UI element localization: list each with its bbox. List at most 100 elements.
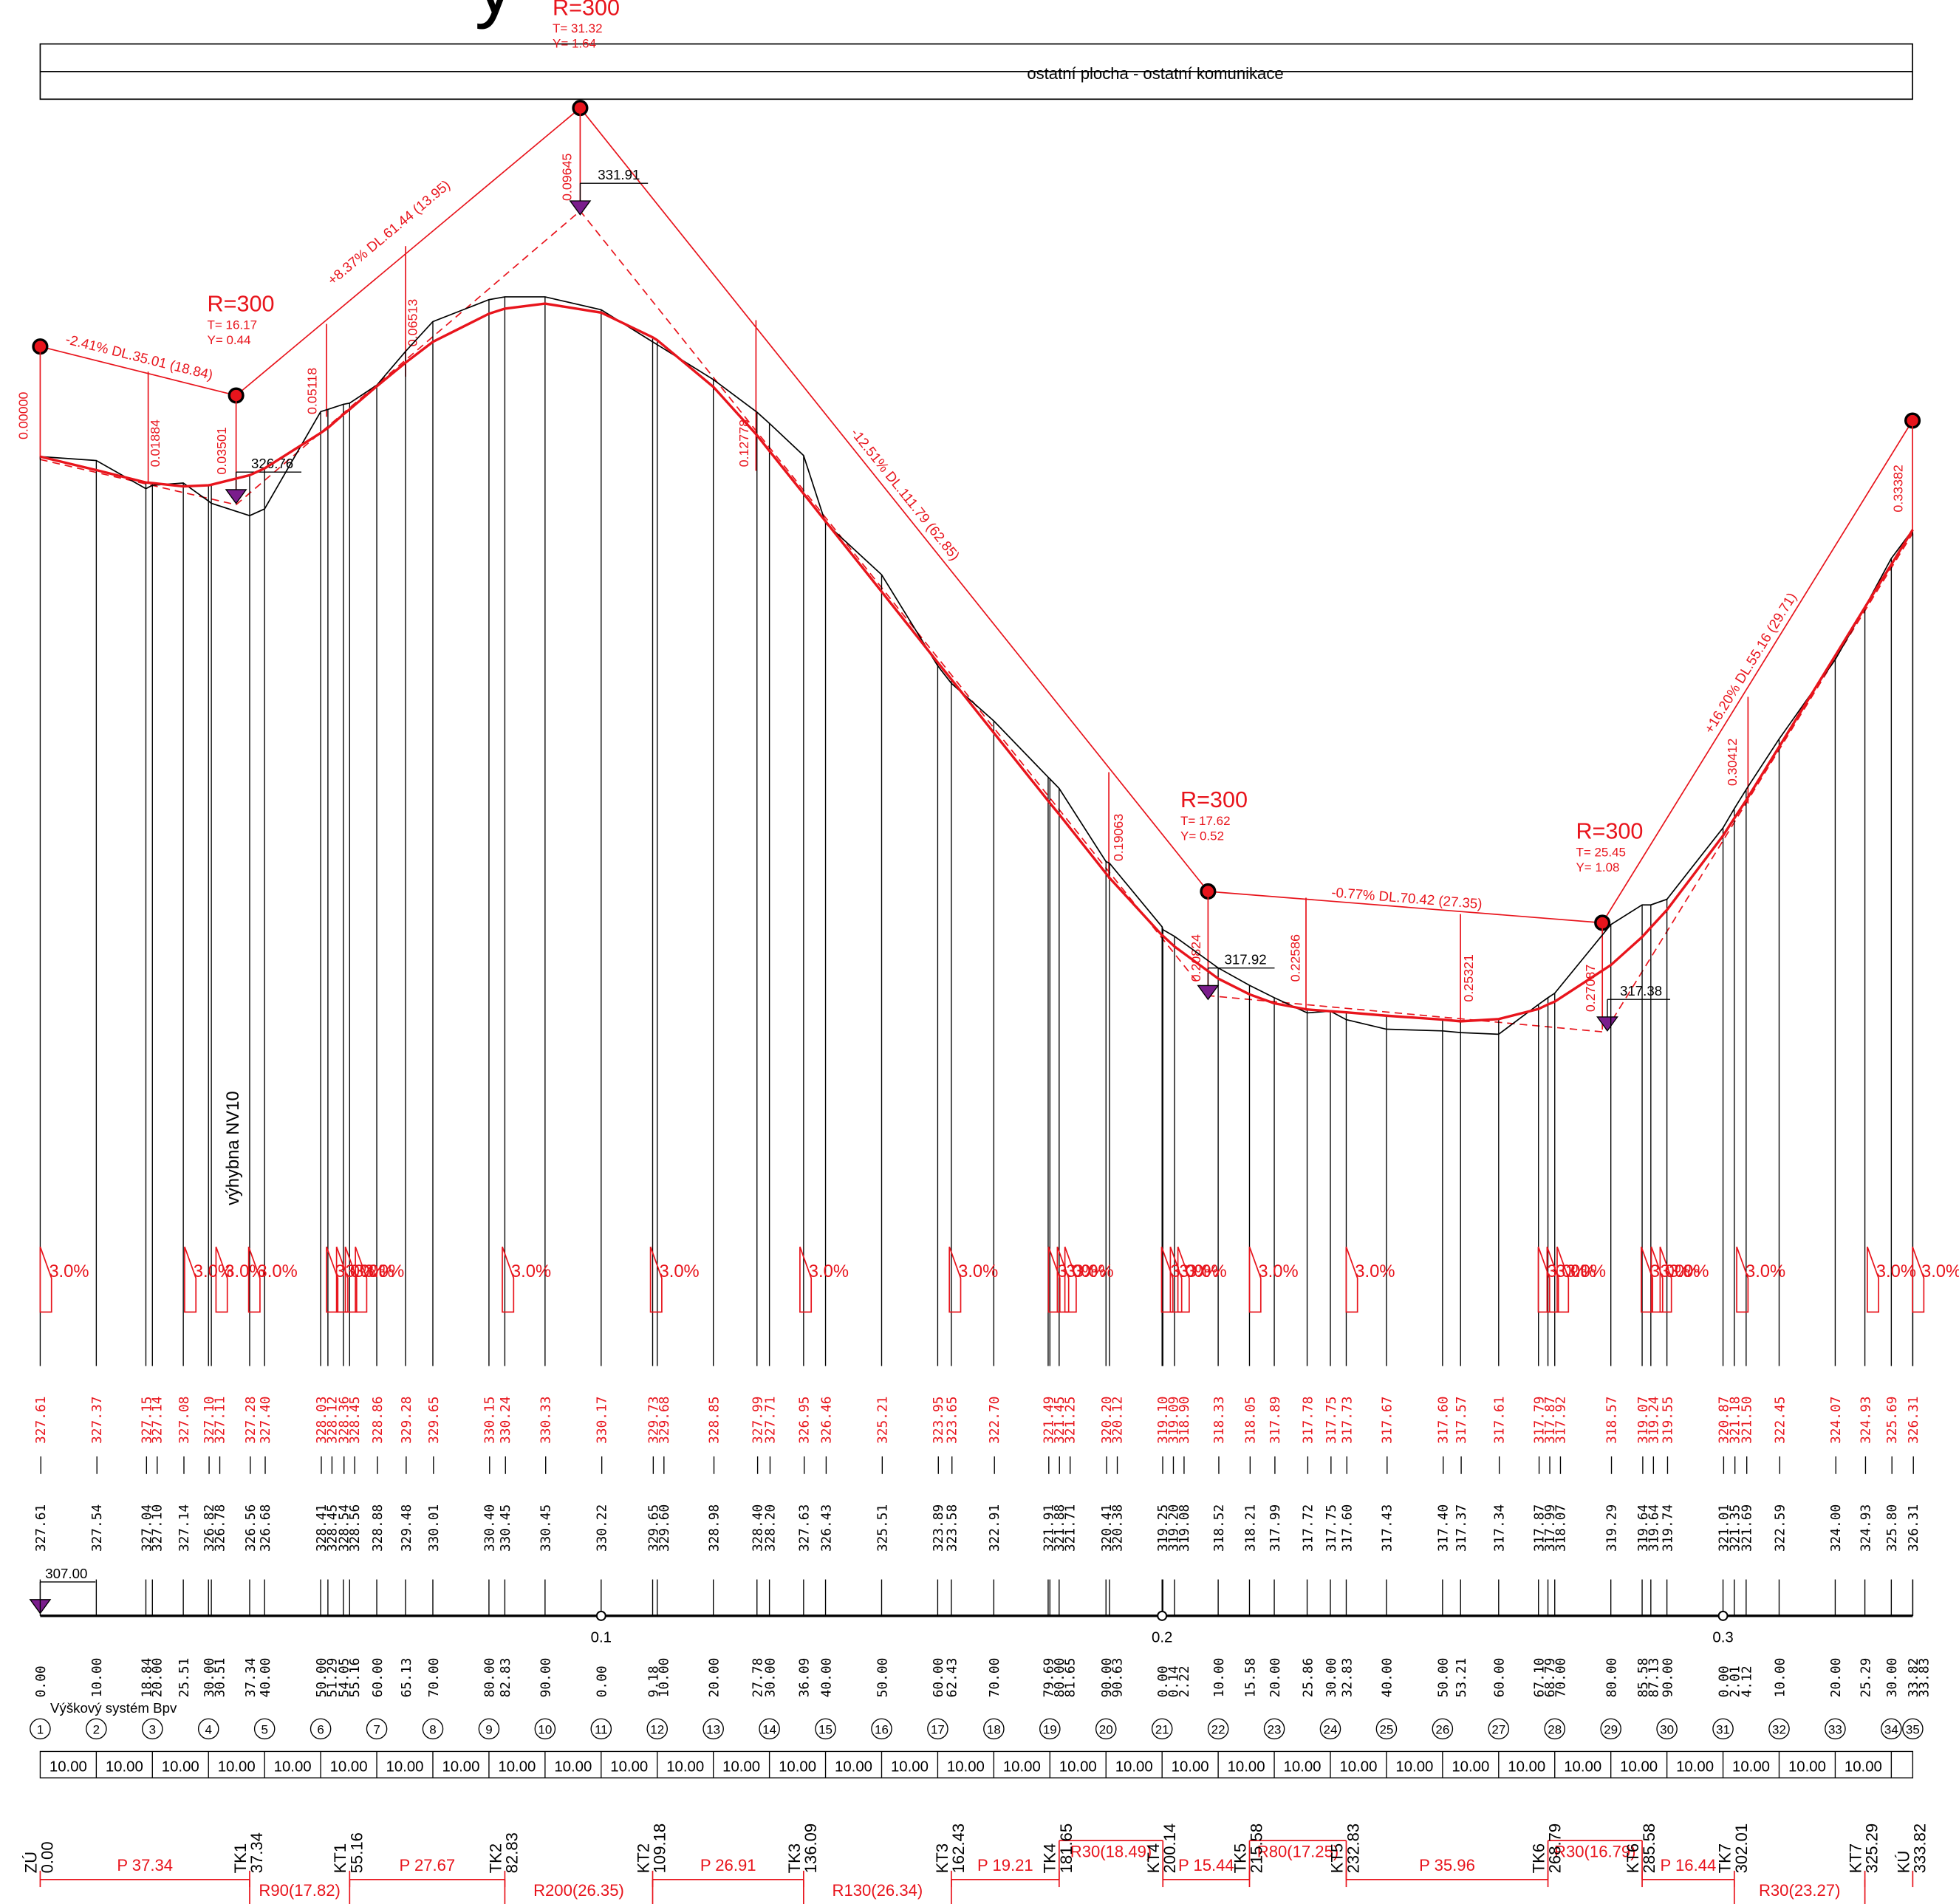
terrain-elevation: 330.45 bbox=[539, 1504, 554, 1552]
station-label: 53.21 bbox=[1454, 1658, 1469, 1698]
offset-label: 0.25321 bbox=[1461, 954, 1476, 1002]
profile-drawing: y ostatní plocha - ostatní komunikace vý… bbox=[0, 0, 1959, 1904]
alignment-point-station: 232.83 bbox=[1344, 1823, 1362, 1874]
spacing-label: 10.00 bbox=[49, 1759, 87, 1775]
terrain-elevation: 327.61 bbox=[33, 1504, 49, 1552]
terrain-elevation: 326.68 bbox=[258, 1504, 273, 1552]
crossfall-label: 3.0% bbox=[364, 1261, 404, 1281]
terrain-elevation: 330.45 bbox=[498, 1504, 513, 1552]
alignment-segment-label: P 16.44 bbox=[1661, 1856, 1717, 1874]
station-label: 33.83 bbox=[1917, 1658, 1932, 1698]
station-label: 50.00 bbox=[875, 1658, 890, 1698]
design-elevation: 320.12 bbox=[1110, 1397, 1125, 1444]
km-circle bbox=[597, 1612, 606, 1620]
station-number: 23 bbox=[1268, 1723, 1282, 1737]
station-number: 27 bbox=[1491, 1723, 1505, 1737]
crossfall-label: 3.0% bbox=[958, 1261, 998, 1281]
station-label: 25.51 bbox=[177, 1658, 192, 1698]
design-elevation: 327.71 bbox=[762, 1397, 778, 1444]
station-label: 60.00 bbox=[370, 1658, 386, 1698]
km-label: 0.1 bbox=[591, 1630, 612, 1646]
alignment-point-station: 285.58 bbox=[1640, 1823, 1658, 1874]
switch-note: výhybna NV10 bbox=[223, 1091, 243, 1205]
station-label: 20.00 bbox=[1268, 1658, 1283, 1698]
terrain-elevation: 323.58 bbox=[945, 1504, 960, 1552]
station-label: 20.00 bbox=[150, 1658, 165, 1698]
spacing-label: 10.00 bbox=[1508, 1759, 1545, 1775]
station-label: 30.00 bbox=[762, 1658, 778, 1698]
terrain-elevation: 317.40 bbox=[1436, 1504, 1452, 1552]
station-number: 26 bbox=[1435, 1723, 1449, 1737]
terrain-elevation: 317.34 bbox=[1492, 1504, 1508, 1552]
spacing-label: 10.00 bbox=[1395, 1759, 1433, 1775]
elevation-label: 307.00 bbox=[45, 1566, 87, 1581]
station-number: 22 bbox=[1211, 1723, 1225, 1737]
design-elevation: 319.24 bbox=[1646, 1397, 1661, 1444]
spacing-label: 10.00 bbox=[106, 1759, 143, 1775]
offset-label: 0.27087 bbox=[1583, 965, 1598, 1013]
terrain-elevation: 318.21 bbox=[1242, 1504, 1258, 1552]
spacing-label: 10.00 bbox=[1228, 1759, 1265, 1775]
design-elevation: 317.61 bbox=[1492, 1397, 1508, 1444]
alignment-point-station: 200.14 bbox=[1160, 1823, 1179, 1874]
terrain-elevation: 321.71 bbox=[1063, 1504, 1078, 1552]
elevation-triangle bbox=[1597, 1017, 1617, 1031]
station-number: 10 bbox=[538, 1723, 552, 1737]
terrain-elevation: 328.88 bbox=[370, 1504, 386, 1552]
terrain-elevation: 326.78 bbox=[212, 1504, 228, 1552]
crossfall-label: 3.0% bbox=[1355, 1261, 1395, 1281]
design-elevation: 318.57 bbox=[1604, 1397, 1619, 1444]
terrain-elevation: 330.01 bbox=[426, 1504, 442, 1552]
alignment-segment-label: R130(26.34) bbox=[833, 1881, 923, 1900]
design-elevation: 318.90 bbox=[1177, 1397, 1192, 1444]
spacing-label: 10.00 bbox=[1172, 1759, 1209, 1775]
station-label: 87.13 bbox=[1646, 1658, 1661, 1698]
design-elevation: 327.11 bbox=[212, 1397, 228, 1444]
station-number: 31 bbox=[1716, 1723, 1730, 1737]
station-label: 55.16 bbox=[347, 1658, 363, 1698]
terrain-elevation: 327.10 bbox=[150, 1504, 165, 1552]
grade-label: -2.41% DL.35.01 (18.84) bbox=[64, 331, 215, 383]
station-number: 32 bbox=[1772, 1723, 1786, 1737]
alignment-point-station: 82.83 bbox=[502, 1832, 521, 1873]
design-elevation: 328.86 bbox=[370, 1397, 386, 1444]
elevation-label: 317.38 bbox=[1620, 983, 1662, 999]
design-elevation: 328.85 bbox=[706, 1397, 722, 1444]
spacing-label: 10.00 bbox=[1620, 1759, 1658, 1775]
design-elevation: 317.57 bbox=[1454, 1397, 1469, 1444]
design-elevation: 327.14 bbox=[150, 1397, 165, 1444]
spacing-label: 10.00 bbox=[1788, 1759, 1826, 1775]
terrain-elevation: 317.72 bbox=[1300, 1504, 1316, 1552]
station-label: 81.65 bbox=[1063, 1658, 1078, 1698]
curve-radius: R=300 bbox=[208, 292, 275, 317]
crossfall-label: 3.0% bbox=[1921, 1261, 1959, 1281]
station-label: 82.83 bbox=[498, 1658, 513, 1698]
crossfall-label: 3.0% bbox=[49, 1261, 89, 1281]
station-label: 10.00 bbox=[657, 1658, 672, 1698]
alignment-point-station: 55.16 bbox=[347, 1832, 366, 1873]
alignment-point-station: 162.43 bbox=[949, 1823, 968, 1874]
station-number: 6 bbox=[317, 1723, 324, 1737]
spacing-label: 10.00 bbox=[1676, 1759, 1714, 1775]
alignment-segment-label: P 27.67 bbox=[399, 1856, 455, 1874]
station-label: 30.51 bbox=[212, 1658, 228, 1698]
station-label: 40.00 bbox=[258, 1658, 273, 1698]
design-elevation: 317.89 bbox=[1268, 1397, 1283, 1444]
design-elevation: 321.25 bbox=[1063, 1397, 1078, 1444]
station-number: 17 bbox=[931, 1723, 945, 1737]
station-label: 25.29 bbox=[1858, 1658, 1873, 1698]
spacing-label: 10.00 bbox=[1003, 1759, 1041, 1775]
curve-ordinate: Y= 1.08 bbox=[1576, 860, 1619, 874]
station-label: 90.00 bbox=[1660, 1658, 1675, 1698]
alignment-point-station: 37.34 bbox=[247, 1832, 266, 1873]
offset-label: 0.03501 bbox=[214, 427, 229, 475]
terrain-elevation: 326.56 bbox=[243, 1504, 259, 1552]
spacing-label: 10.00 bbox=[554, 1759, 592, 1775]
spacing-label: 10.00 bbox=[498, 1759, 536, 1775]
spacing-label: 10.00 bbox=[1732, 1759, 1770, 1775]
design-elevation: 324.07 bbox=[1828, 1397, 1844, 1444]
terrain-elevation: 326.43 bbox=[818, 1504, 834, 1552]
station-number: 18 bbox=[987, 1723, 1001, 1737]
elevation-triangle bbox=[1198, 985, 1218, 999]
design-elevation: 329.68 bbox=[657, 1397, 672, 1444]
